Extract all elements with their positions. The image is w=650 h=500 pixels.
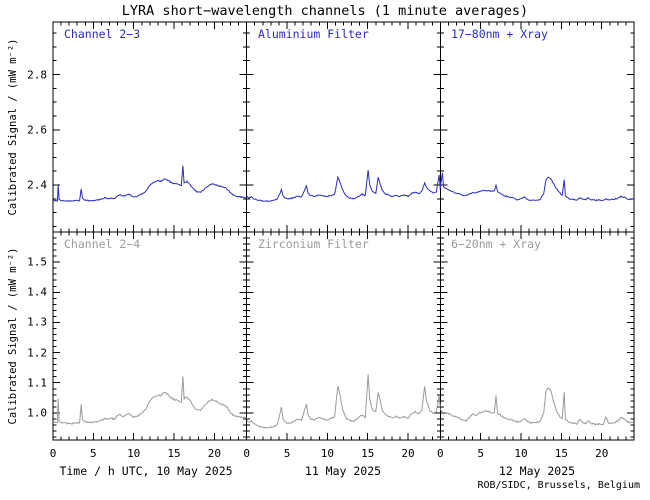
- x-tick-label: 15: [554, 447, 568, 460]
- x-tick-label: 15: [361, 447, 375, 460]
- x-axis-date-12-may: 12 May 2025: [498, 464, 576, 478]
- y-tick-label: 2.8: [27, 68, 47, 81]
- y-axis-label-top-row: Calibrated Signal / (mW m⁻²): [7, 38, 19, 216]
- y-axis-label-bottom-row: Calibrated Signal / (mW m⁻²): [7, 247, 19, 425]
- y-tick-label: 1.5: [27, 255, 47, 269]
- x-tick-label: 20: [595, 447, 609, 460]
- panel-label-17-80nm-xray: 17−80nm + Xray: [451, 27, 548, 41]
- panel-label-zirconium-filter: Zirconium Filter: [258, 237, 369, 251]
- panel-label-channel-2-4: Channel 2−4: [64, 237, 141, 251]
- x-tick-label: 15: [167, 447, 181, 460]
- chart-title: LYRA short−wavelength channels (1 minute…: [121, 3, 529, 19]
- y-tick-label: 1.1: [27, 376, 47, 390]
- x-tick-label: 0: [437, 447, 444, 460]
- panel-label-6-20nm-xray: 6−20nm + Xray: [451, 237, 542, 251]
- series-bottom-row-day-3: [439, 387, 635, 426]
- x-tick-label: 10: [320, 447, 334, 460]
- series-bottom-row-day-2: [246, 374, 441, 429]
- x-tick-label: 10: [514, 447, 528, 460]
- x-tick-label: 0: [243, 447, 250, 460]
- x-tick-label: 0: [49, 447, 57, 460]
- y-tick-label: 2.4: [27, 178, 47, 192]
- x-axis-date-11-may: 11 May 2025: [304, 464, 382, 478]
- credit-text: ROB/SIDC, Brussels, Belgium: [477, 480, 640, 491]
- series-bottom-row-day-1: [52, 376, 247, 425]
- x-tick-label: 20: [207, 447, 221, 460]
- y-tick-label: 1.2: [27, 346, 47, 360]
- y-tick-label: 1.3: [27, 315, 47, 329]
- x-tick-label: 10: [127, 447, 141, 460]
- series-top-row-day-3: [439, 172, 635, 202]
- panel-label-channel-2-3: Channel 2−3: [64, 27, 141, 41]
- panel-label-aluminium-filter: Aluminium Filter: [258, 27, 369, 41]
- y-tick-label: 1.4: [27, 285, 47, 299]
- x-tick-label: 5: [477, 447, 484, 460]
- x-tick-label: 5: [283, 447, 291, 460]
- y-tick-label: 2.6: [27, 123, 47, 137]
- x-tick-label: 5: [90, 447, 97, 460]
- series-top-row-day-2: [246, 170, 441, 203]
- x-axis-date-10-may: Time / h UTC, 10 May 2025: [59, 464, 233, 478]
- series-top-row-day-1: [52, 165, 247, 203]
- x-tick-label: 20: [401, 447, 415, 460]
- y-tick-label: 1.0: [27, 406, 47, 420]
